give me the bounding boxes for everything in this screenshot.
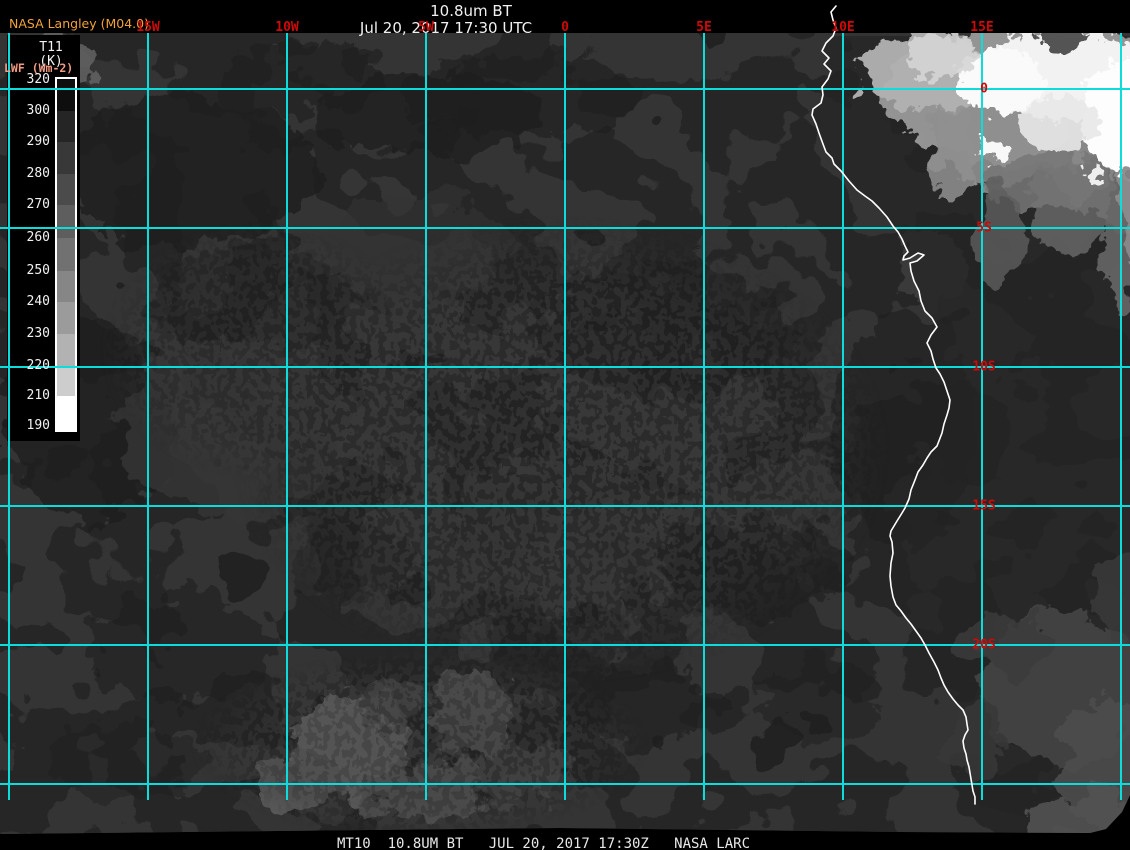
latlon-grid	[0, 33, 1130, 800]
colorbar	[55, 77, 77, 432]
coastline	[811, 5, 976, 805]
cloud-bright-cores	[905, 33, 1130, 186]
